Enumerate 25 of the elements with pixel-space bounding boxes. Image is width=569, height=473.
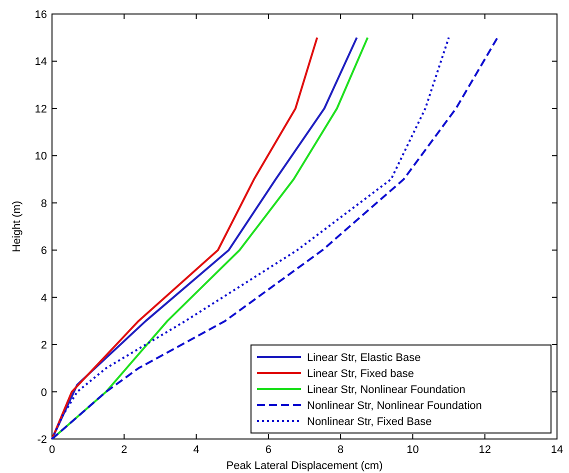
y-tick-label: 10 xyxy=(34,150,47,163)
y-tick-label: 0 xyxy=(40,386,47,399)
y-tick-label: 6 xyxy=(40,245,47,258)
x-axis-title: Peak Lateral Displacement (cm) xyxy=(226,460,383,472)
x-tick-label: 6 xyxy=(265,444,272,456)
legend-label: Nonlinear Str, Nonlinear Foundation xyxy=(307,400,482,412)
legend-label: Linear Str, Nonlinear Foundation xyxy=(307,384,466,396)
y-tick-label: 12 xyxy=(34,103,47,116)
legend-label: Linear Str, Fixed base xyxy=(307,368,414,380)
x-tick-label: 2 xyxy=(121,444,128,456)
y-axis-title: Height (m) xyxy=(11,200,23,252)
x-tick-label: 4 xyxy=(193,444,200,456)
y-tick-label: 14 xyxy=(34,56,47,68)
y-tick-label: 8 xyxy=(40,198,47,210)
x-tick-label: 12 xyxy=(478,444,491,456)
y-tick-label: 4 xyxy=(40,292,47,304)
y-tick-label: 16 xyxy=(34,9,47,21)
y-tick-label: 2 xyxy=(40,340,47,352)
x-tick-label: 0 xyxy=(48,444,56,456)
x-tick-label: 14 xyxy=(550,444,564,456)
y-tick-label: -2 xyxy=(37,434,47,446)
x-tick-label: 10 xyxy=(406,444,419,456)
x-tick-label: 8 xyxy=(338,444,344,456)
legend-label: Nonlinear Str, Fixed Base xyxy=(307,416,432,428)
legend-label: Linear Str, Elastic Base xyxy=(307,352,421,364)
